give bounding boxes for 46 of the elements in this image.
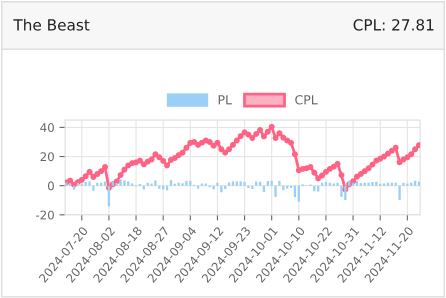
bar <box>398 186 401 200</box>
chart-subtitle: CPL: 27.81 <box>354 19 434 31</box>
bar <box>266 181 269 186</box>
bar <box>236 181 238 186</box>
bar <box>142 186 145 190</box>
bar <box>146 182 149 186</box>
bar <box>282 186 284 190</box>
bar <box>127 181 130 186</box>
y-tick-label: 0 <box>48 181 54 190</box>
bar <box>313 186 316 192</box>
bar <box>158 186 160 189</box>
bar <box>270 180 273 186</box>
legend-label: CPL <box>295 95 318 105</box>
legend-label: PL <box>218 95 232 104</box>
bar <box>390 182 393 186</box>
bar <box>224 186 226 190</box>
bar <box>116 182 118 186</box>
bar <box>360 183 362 186</box>
bar <box>240 181 242 186</box>
bar <box>364 182 366 186</box>
bar <box>298 186 300 202</box>
bar <box>247 186 250 188</box>
y-tick-label: -20 <box>36 210 54 220</box>
bar <box>394 182 397 186</box>
bar <box>255 182 258 186</box>
bar <box>328 182 331 186</box>
y-tick-label: 40 <box>40 123 54 132</box>
bar <box>290 186 292 188</box>
bar <box>220 186 222 192</box>
bar <box>178 182 180 186</box>
bar <box>414 180 416 186</box>
bar <box>100 182 102 186</box>
bar <box>212 186 215 190</box>
bar <box>286 186 288 189</box>
bar <box>317 186 320 192</box>
bar <box>189 180 192 186</box>
bar <box>375 182 378 186</box>
bar <box>92 186 95 191</box>
y-tick-label: 20 <box>40 152 54 162</box>
bar <box>410 182 412 186</box>
bar <box>131 183 134 186</box>
bar <box>96 182 98 186</box>
bar <box>162 186 164 190</box>
chart-title: The Beast <box>13 18 90 31</box>
bar <box>251 186 254 190</box>
bar <box>84 182 87 186</box>
